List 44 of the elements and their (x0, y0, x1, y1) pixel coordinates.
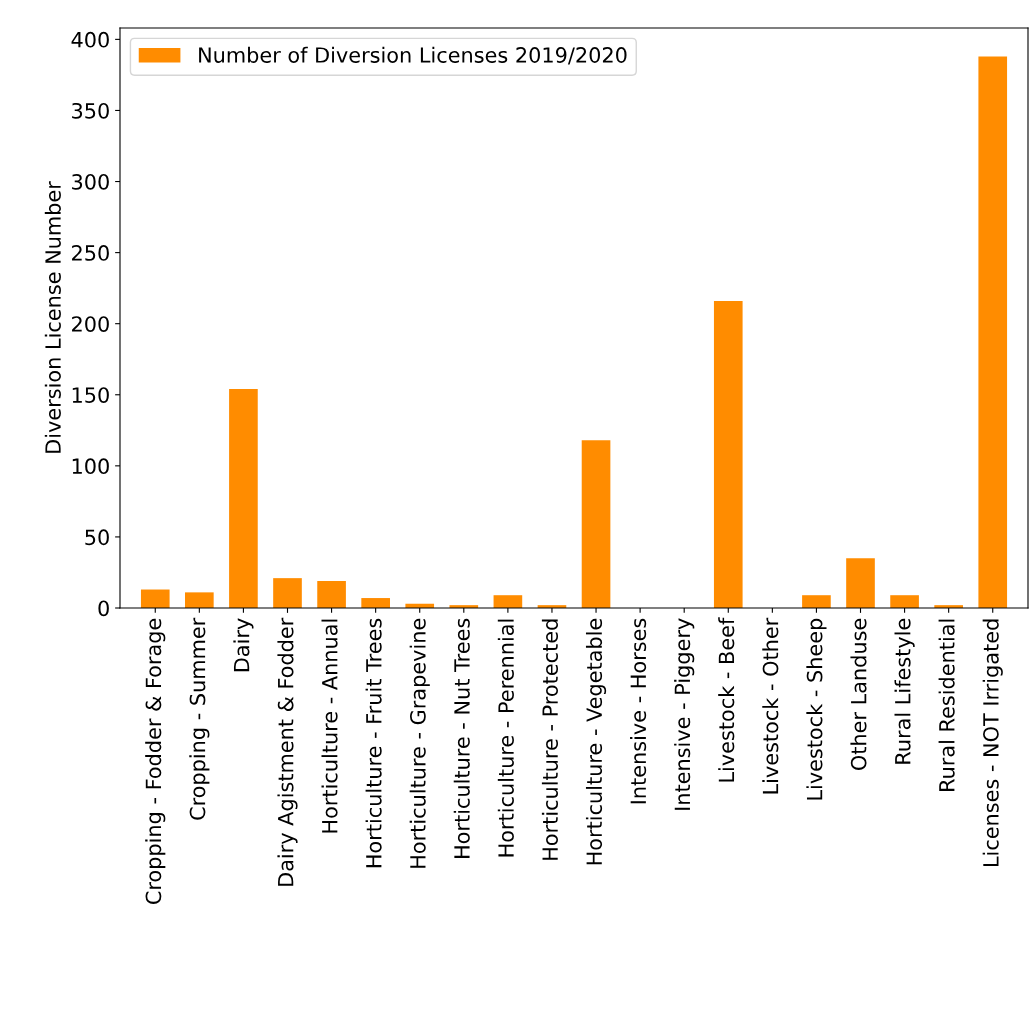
x-tick-label: Livestock - Other (762, 617, 779, 794)
y-tick-label: 300 (72, 173, 109, 190)
bar (361, 598, 390, 608)
x-tick-label: Rural Lifestyle (894, 618, 915, 764)
x-tick-label: Cropping - Fodder & Forage (145, 618, 166, 905)
bar (185, 592, 214, 608)
y-tick-label: 100 (72, 458, 109, 475)
x-tick-label: Intensive - Piggery (674, 618, 695, 810)
bar (493, 595, 523, 608)
bar (317, 580, 346, 608)
y-tick-label: 150 (72, 387, 109, 403)
legend-label: Number of Diversion Licenses 2019/2020 (199, 46, 627, 65)
x-tick-label: Other Landuse (850, 618, 867, 771)
y-tick-label: 250 (72, 245, 109, 261)
y-tick-label: 350 (72, 102, 109, 119)
y-tick-label: 50 (85, 529, 109, 546)
x-tick-label: Horticulture - Grapevine (409, 618, 430, 868)
x-tick-label: Horticulture - Vegetable (585, 618, 607, 865)
x-tick-label: Horticulture - Perennial (497, 619, 514, 857)
bar (802, 595, 831, 608)
x-tick-label: Horticulture - Annual (321, 619, 338, 833)
x-tick-label: Dairy Agistment & Fodder (277, 617, 298, 886)
bar (713, 300, 743, 608)
x-tick-label: Horticulture - Nut Trees (453, 618, 470, 858)
bar (581, 440, 611, 608)
x-tick-label: Horticulture - Fruit Trees (365, 618, 382, 868)
x-tick-label: Livestock - Beef (718, 617, 735, 782)
y-axis-title: Diversion License Number (44, 181, 61, 453)
x-tick-label: Livestock - Sheep (806, 618, 827, 800)
bar (273, 578, 302, 608)
x-tick-label: Intensive - Horses (630, 618, 647, 804)
bar (140, 589, 170, 608)
x-tick-label: Horticulture - Protected (541, 619, 559, 860)
bar (846, 558, 875, 608)
x-tick-label: Dairy (233, 618, 254, 672)
bar (229, 389, 258, 608)
x-tick-label: Cropping - Summer (189, 617, 210, 820)
y-tick-label: 200 (72, 316, 109, 332)
bar (978, 56, 1008, 608)
bar (890, 595, 919, 608)
y-tick-label: 400 (71, 31, 109, 48)
x-tick-label: Rural Residential (938, 619, 955, 791)
y-tick-label: 0 (98, 600, 109, 617)
x-tick-label: Licenses - NOT Irrigated (982, 619, 1003, 867)
